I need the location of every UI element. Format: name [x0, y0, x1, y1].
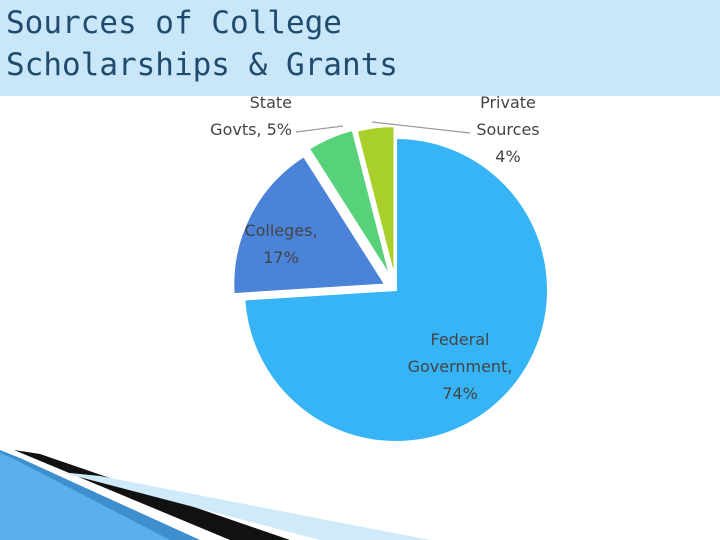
title-band: Sources of College Scholarships & Grants — [0, 0, 720, 96]
slice-label-state-govts: State Govts, 5% — [210, 93, 292, 139]
pie-slice-private-sources — [355, 125, 396, 279]
slice-label-private-sources: Private Sources 4% — [476, 93, 539, 166]
slide-title-line-2: Scholarships & Grants — [6, 47, 398, 83]
decorative-corner-swoosh — [0, 450, 430, 540]
leader-line — [295, 125, 344, 133]
slide-title-line-1: Sources of College — [6, 5, 342, 41]
pie-slice-state-govts — [307, 128, 392, 278]
slide-title: Sources of College Scholarships & Grants — [6, 2, 398, 86]
leader-line — [371, 121, 471, 134]
pie-slice-colleges — [232, 154, 388, 296]
slice-label-colleges: Colleges, 17% — [244, 221, 317, 267]
pie-slice-federal-government — [243, 136, 549, 443]
slice-label-federal-government: Federal Government, 74% — [408, 330, 513, 403]
